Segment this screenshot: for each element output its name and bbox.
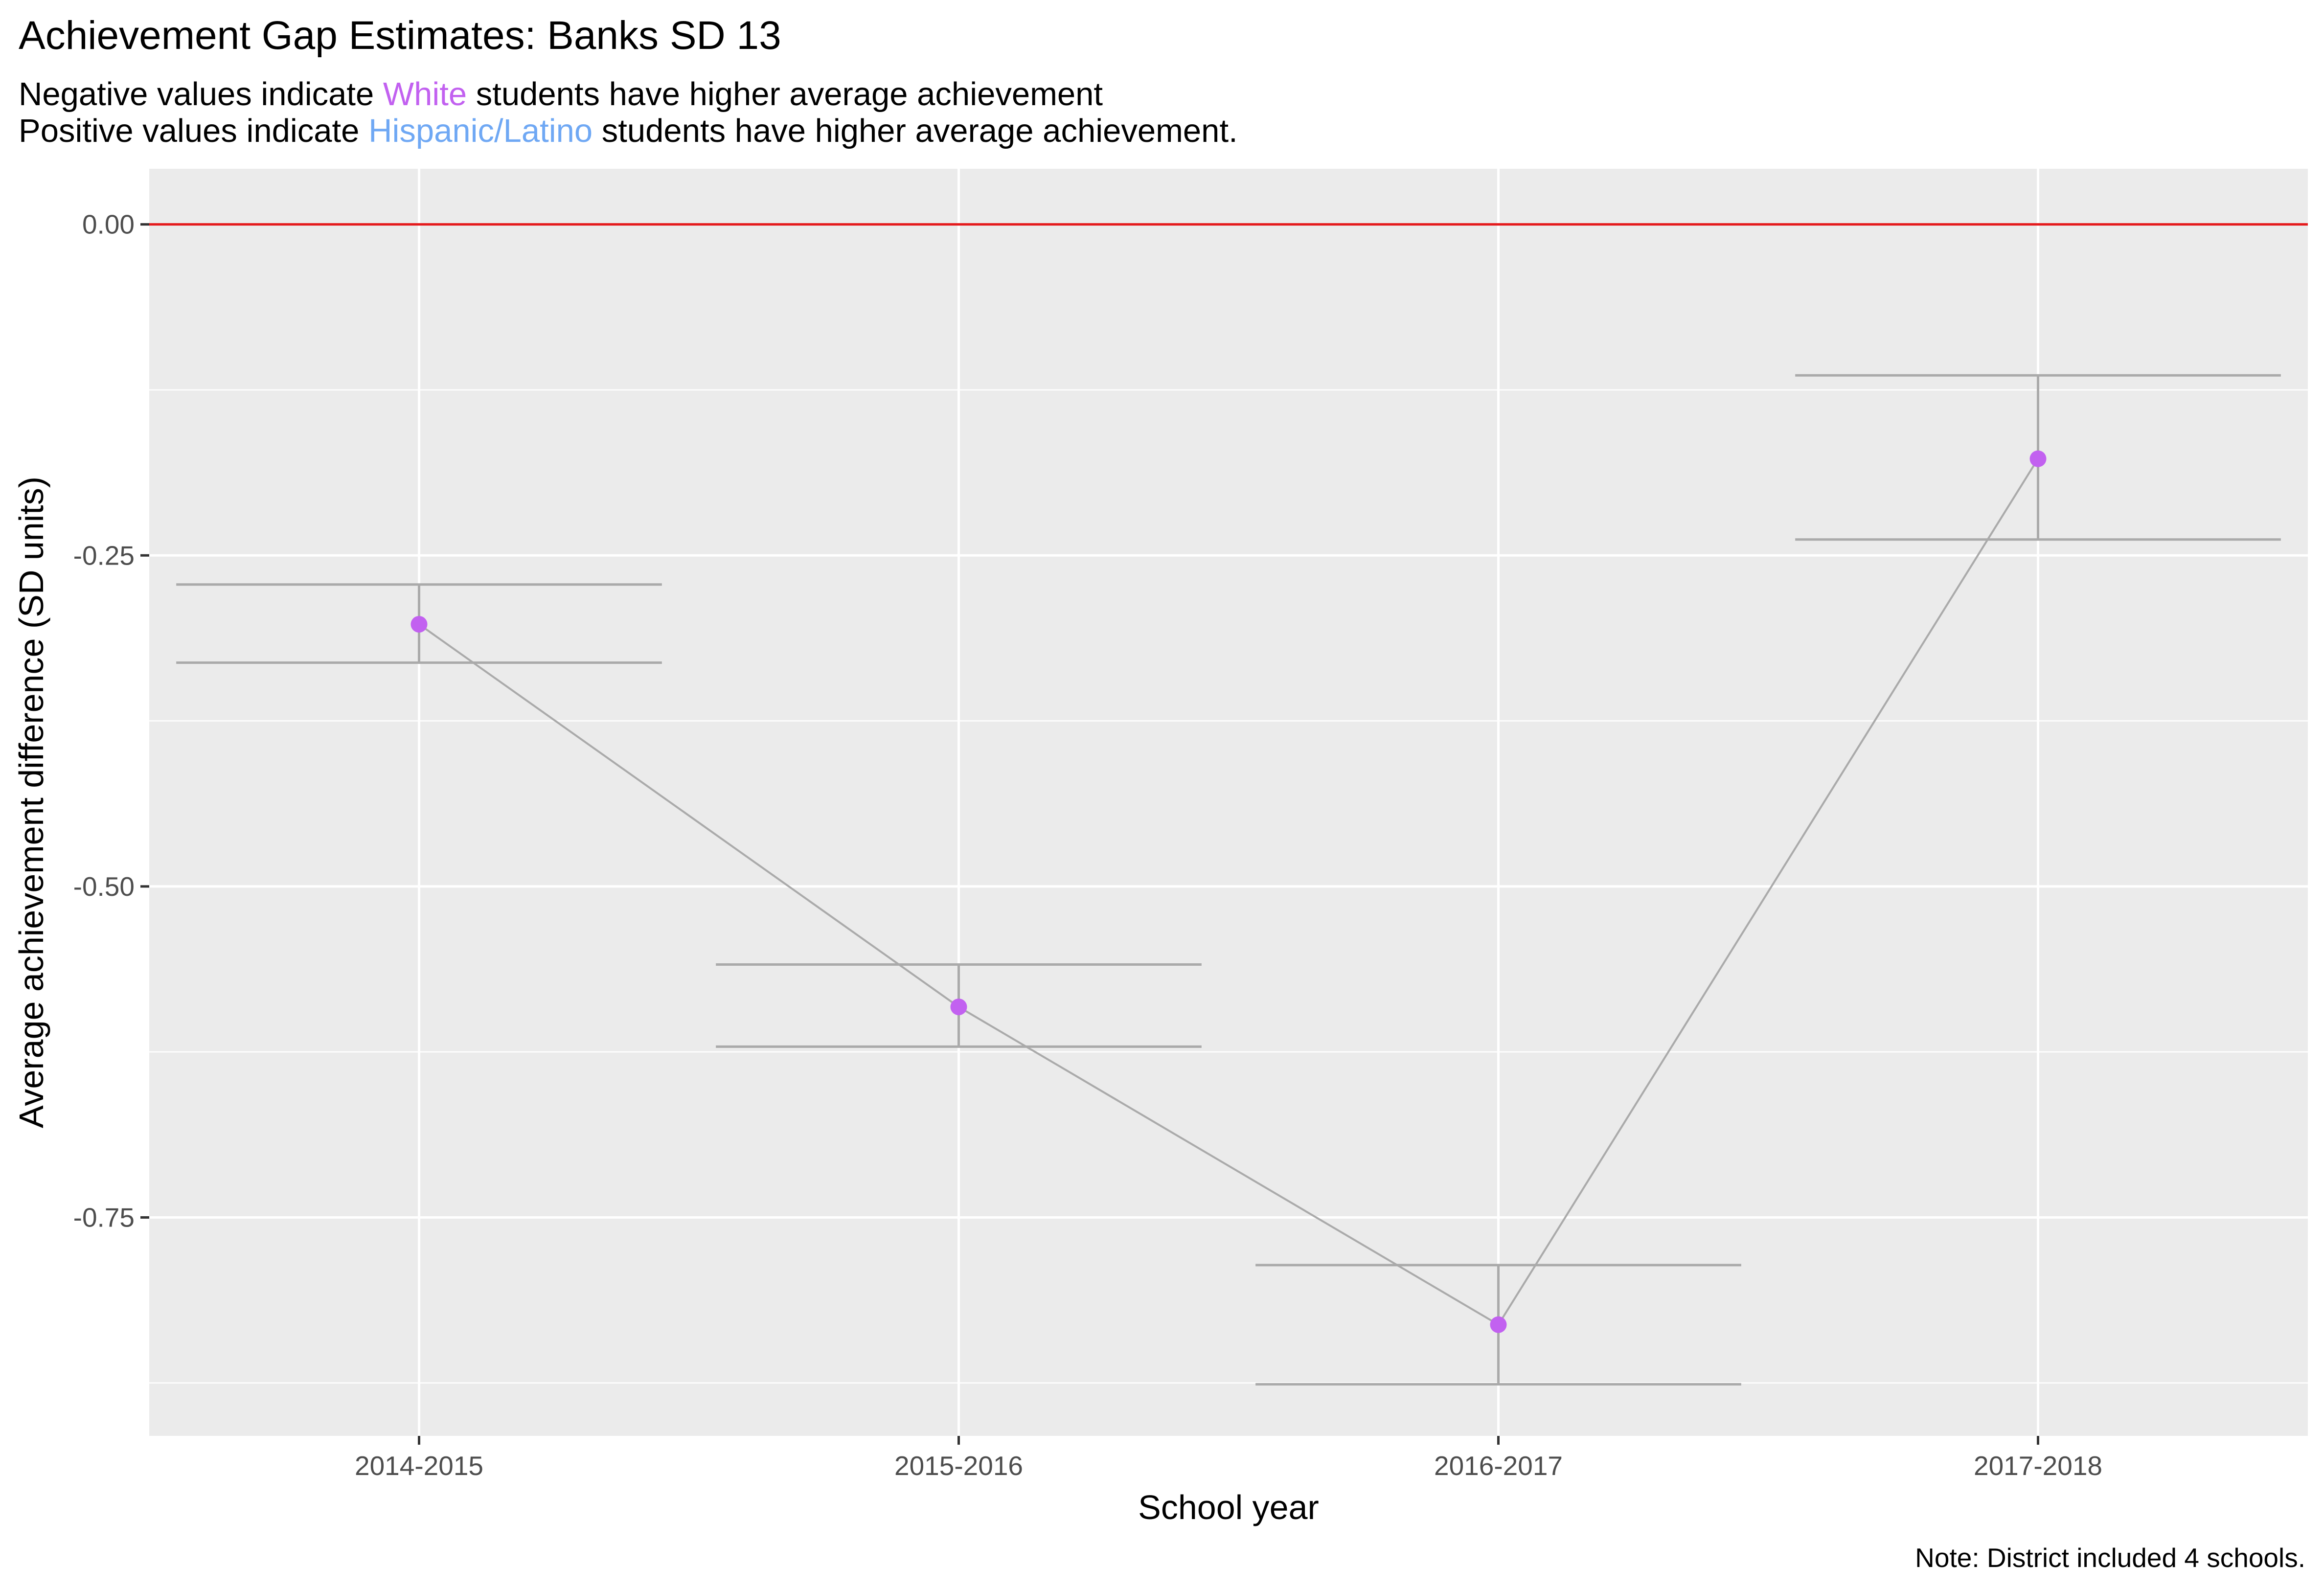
x-tick-label: 2017-2018 [1974,1451,2102,1481]
subtitle-line-1: Negative values indicate White students … [19,76,1103,113]
caption-note: Note: District included 4 schools. [1915,1543,2305,1573]
data-point [410,615,428,633]
subtitle-1-highlight-white: White [383,76,467,113]
y-axis-title: Average achievement difference (SD units… [12,477,50,1128]
subtitle-2-highlight-hispanic: Hispanic/Latino [368,113,592,149]
subtitle-2-after: students have higher average achievement… [592,113,1238,149]
subtitle-line-2: Positive values indicate Hispanic/Latino… [19,113,1238,149]
x-tick-label: 2015-2016 [894,1451,1023,1481]
data-point [1490,1316,1507,1333]
y-tick-label: -0.50 [73,871,135,902]
y-tick-label: 0.00 [82,209,135,240]
x-axis-title: School year [1138,1488,1319,1526]
chart-title: Achievement Gap Estimates: Banks SD 13 [19,13,781,58]
y-tick-label: -0.25 [73,540,135,570]
data-point [2029,450,2047,467]
y-axis-ticks: 0.00 -0.25 -0.50 -0.75 [73,209,149,1232]
subtitle-2-before: Positive values indicate [19,113,368,149]
x-axis-ticks: 2014-2015 2015-2016 2016-2017 2017-2018 [355,1436,2102,1481]
error-bars [176,374,2281,1386]
subtitle-1-before: Negative values indicate [19,76,383,113]
series-line [418,458,2039,1326]
plot-panel [149,169,2308,1436]
subtitle-1-after: students have higher average achievement [467,76,1103,113]
minor-gridlines [149,389,2308,1384]
data-points [410,450,2047,1333]
x-tick-label: 2016-2017 [1434,1451,1563,1481]
y-tick-label: -0.75 [73,1202,135,1232]
x-tick-label: 2014-2015 [355,1451,483,1481]
data-point [950,999,967,1016]
